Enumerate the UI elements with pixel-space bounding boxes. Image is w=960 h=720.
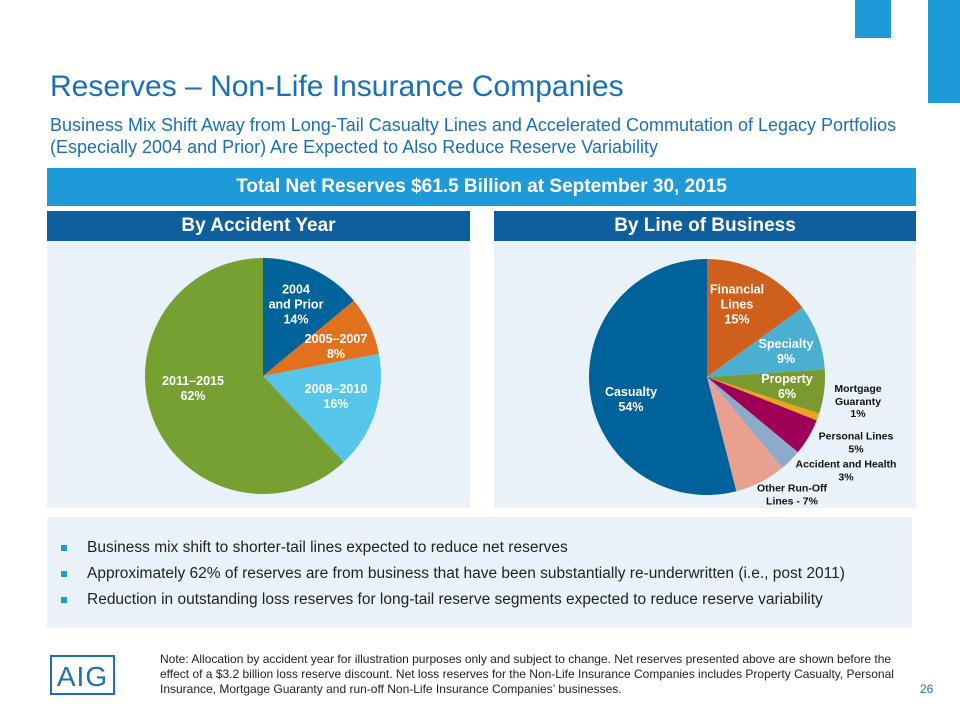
- pie-slice: [707, 377, 798, 468]
- page-number: 26: [920, 682, 934, 696]
- bullet: Reduction in outstanding loss reserves f…: [61, 591, 912, 609]
- pie-slice: [707, 377, 783, 492]
- logo: AIG: [50, 655, 115, 695]
- category-label: Specialty: [758, 337, 814, 351]
- category-label: Personal Lines: [818, 430, 894, 443]
- category-label: Accident and Health: [795, 458, 897, 471]
- value-label: 1%: [850, 408, 866, 421]
- pie-slice: [145, 258, 344, 494]
- title: Reserves – Non-Life Insurance Companies: [50, 70, 624, 103]
- banner: Total Net Reserves $61.5 Billion at Sept…: [47, 168, 916, 206]
- pie-slice: [707, 259, 803, 377]
- slice-label: Financial Lines 15%: [710, 283, 764, 328]
- pie-slice: [263, 353, 381, 463]
- slice-label: 2011–2015 62%: [162, 374, 224, 404]
- slice-label: 2005–2007 8%: [305, 332, 368, 362]
- category-label: Financial Lines: [709, 282, 765, 312]
- pie-slice: [263, 258, 354, 376]
- category-label: Casualty: [604, 385, 658, 399]
- value-label: 5%: [848, 443, 864, 455]
- decor-block: [928, 0, 960, 103]
- value-label: 16%: [323, 397, 349, 411]
- pie-slice: [707, 307, 825, 377]
- slice-label: Specialty 9%: [759, 337, 814, 367]
- pie-slice: [707, 369, 825, 414]
- category-label: 2004 and Prior: [268, 282, 324, 312]
- value-label: 9%: [776, 352, 796, 366]
- value-label: 8%: [326, 347, 346, 361]
- pie-slice: [707, 377, 820, 421]
- chart-title: By Line of Business: [494, 211, 916, 241]
- slice-label: 2008–2010 16%: [305, 382, 368, 412]
- category-label: 2008–2010: [304, 382, 368, 396]
- bullet: Approximately 62% of reserves are from b…: [61, 565, 912, 583]
- value-label: 6%: [777, 387, 797, 401]
- category-label: 2011–2015: [162, 374, 224, 388]
- pie-slice: [589, 259, 737, 495]
- note: Note: Allocation by accident year for il…: [160, 652, 894, 696]
- slice-label: Property 6%: [761, 372, 812, 402]
- slice-label: Casualty 54%: [605, 385, 657, 415]
- category-label: Mortgage Guaranty: [834, 383, 882, 408]
- subtitle: Business Mix Shift Away from Long-Tail C…: [50, 115, 897, 157]
- value-label: 15%: [724, 312, 750, 327]
- pie-slice: [707, 377, 817, 453]
- slice-label: Other Run-Off Lines - 7%: [757, 482, 827, 507]
- slice-label: Personal Lines 5%: [819, 430, 894, 455]
- category-label: Property: [761, 372, 813, 386]
- decor-block: [855, 0, 891, 38]
- value-label: 3%: [838, 471, 854, 483]
- slice-label: Accident and Health 3%: [796, 458, 897, 483]
- category-label: Other Run-Off Lines - 7%: [757, 482, 827, 507]
- value-label: 14%: [283, 312, 309, 327]
- bullet-list: Business mix shift to shorter-tail lines…: [47, 517, 912, 628]
- value-label: 54%: [618, 400, 644, 414]
- category-label: 2005–2007: [304, 332, 368, 346]
- value-label: 62%: [180, 389, 206, 403]
- bullet: Business mix shift to shorter-tail lines…: [61, 539, 912, 557]
- slice-label: 2004 and Prior 14%: [269, 283, 324, 328]
- chart-title: By Accident Year: [47, 211, 470, 241]
- pie-slice: [263, 300, 379, 376]
- slice-label: Mortgage Guaranty 1%: [834, 383, 881, 421]
